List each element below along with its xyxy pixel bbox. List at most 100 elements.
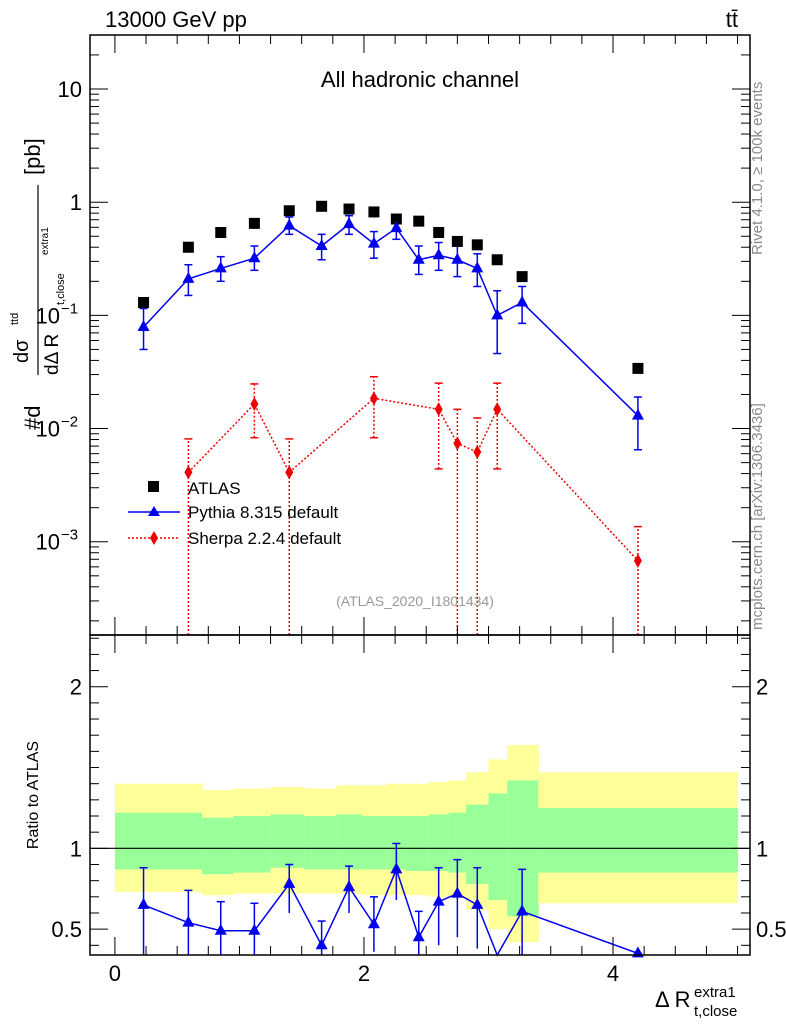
pythia-data-point — [412, 252, 425, 264]
y-tick-label-exponent: −2 — [61, 414, 78, 431]
sherpa-data-point — [285, 465, 294, 480]
ratio-ylabel: Ratio to ATLAS — [25, 741, 42, 849]
uncertainty-band-inner — [466, 804, 489, 884]
pythia-line — [142, 223, 639, 417]
y-tick-label: 10 — [36, 303, 60, 328]
pythia-data-point — [516, 295, 529, 307]
analysis-watermark: (ATLAS_2020_I1801434) — [336, 593, 494, 609]
ylabel-unit: [pb] — [20, 138, 45, 175]
sherpa-data-point — [369, 391, 378, 406]
ratio-pythia-point — [343, 880, 356, 892]
ylabel-denominator-sup: extra1 — [40, 227, 51, 255]
pythia-data-point — [214, 261, 227, 273]
ratio-pythia-point — [248, 923, 261, 935]
legend-sherpa-marker — [150, 531, 158, 545]
ratio-pythia-point — [516, 904, 529, 916]
panel-title: All hadronic channel — [321, 67, 519, 92]
legend-atlas-label: ATLAS — [188, 479, 241, 498]
ratio-pythia-point — [182, 915, 195, 927]
uncertainty-band-inner — [114, 812, 159, 870]
ratio-pythia-point — [451, 886, 464, 898]
legend-pythia-label: Pythia 8.315 default — [188, 503, 339, 522]
pythia-data-point — [315, 239, 328, 251]
sherpa-data-point — [493, 402, 502, 417]
xlabel-sup: extra1 — [694, 984, 736, 1001]
ratio-y-tick-label-left: 2 — [70, 675, 82, 700]
uncertainty-band-inner — [538, 807, 739, 873]
uncertainty-band-inner — [202, 817, 234, 875]
ylabel-numerator: dσ — [11, 339, 33, 363]
atlas-data-point — [491, 254, 503, 266]
uncertainty-band-inner — [158, 812, 203, 870]
ratio-pythia-point — [432, 894, 445, 906]
uncertainty-band-inner — [233, 816, 272, 873]
pythia-data-point — [343, 217, 356, 229]
ylabel-denominator: dΔ R — [42, 334, 63, 375]
atlas-data-point — [215, 226, 227, 238]
legend-atlas-marker — [148, 481, 159, 492]
ratio-pythia-point — [283, 876, 296, 888]
sherpa-data-point — [250, 396, 259, 411]
legend-pythia-marker — [148, 506, 160, 516]
pythia-data-point — [631, 408, 644, 420]
xlabel-sub: t,close — [694, 1003, 737, 1020]
atlas-data-point — [182, 241, 194, 253]
atlas-data-point — [368, 206, 380, 218]
atlas-data-point — [138, 296, 150, 308]
ylabel-denominator-sub: t,close — [55, 273, 67, 305]
atlas-data-point — [413, 215, 425, 227]
mcplots-source-text: mcplots.cern.ch [arXiv:1306.3436] — [749, 403, 766, 630]
ratio-pythia-point — [137, 897, 150, 909]
ylabel-prefix: #d — [20, 406, 45, 430]
legend-sherpa-label: Sherpa 2.2.4 default — [188, 529, 341, 548]
uncertainty-band-inner — [386, 816, 407, 870]
atlas-data-point — [390, 213, 402, 225]
legend-entry-sherpa: Sherpa 2.2.4 default — [128, 529, 341, 548]
y-tick-label: 10 — [58, 77, 82, 102]
legend-entry-pythia: Pythia 8.315 default — [128, 503, 339, 522]
pythia-data-point — [182, 271, 195, 283]
pythia-data-point — [491, 308, 504, 320]
y-tick-label-exponent: −3 — [61, 527, 78, 544]
main-ylabel: #d dσ ttd dΔ R t,close extra1 [pb] — [9, 138, 67, 430]
ratio-pythia-point — [315, 938, 328, 950]
uncertainty-band-inner — [488, 793, 508, 901]
process-label: tt̄ — [726, 7, 738, 32]
uncertainty-band-inner — [336, 814, 362, 870]
pythia-data-point — [137, 319, 150, 331]
uncertainty-band-inner — [448, 812, 467, 873]
pythia-data-point — [471, 261, 484, 273]
x-tick-label: 0 — [109, 961, 121, 986]
y-tick-label-exponent: −1 — [61, 300, 78, 317]
atlas-data-point — [451, 235, 463, 247]
x-tick-label: 2 — [358, 961, 370, 986]
ratio-pythia-point — [471, 897, 484, 909]
ratio-panel: 2 2 1 1 0.5 0.5 0 2 4 — [51, 634, 786, 986]
sherpa-line — [187, 397, 639, 562]
sherpa-data-point — [473, 445, 482, 460]
ratio-y-tick-label-right: 1 — [756, 836, 768, 861]
y-tick-label: 1 — [70, 190, 82, 215]
ratio-y-tick-label-left: 1 — [70, 836, 82, 861]
ratio-pythia-point — [412, 930, 425, 942]
ratio-pythia-point — [214, 923, 227, 935]
atlas-data-point — [516, 271, 528, 283]
atlas-data-point — [433, 226, 445, 238]
atlas-data-point — [283, 205, 295, 217]
atlas-data-point — [343, 203, 355, 215]
uncertainty-band-inner — [270, 814, 305, 868]
legend: ATLAS Pythia 8.315 default Sherpa 2.2.4 … — [128, 479, 341, 548]
pythia-data-point — [248, 251, 261, 263]
pythia-data-point — [390, 221, 403, 233]
ratio-y-tick-label-left: 0.5 — [51, 917, 82, 942]
atlas-data-point — [248, 217, 260, 229]
rivet-version-text: Rivet 4.1.0, ≥ 100k events — [749, 82, 766, 255]
y-tick-label: 10 — [36, 417, 60, 442]
uncertainty-band-inner — [406, 816, 430, 871]
pythia-data-point — [432, 248, 445, 260]
uncertainty-band-inner — [304, 816, 338, 870]
pythia-data-point — [283, 218, 296, 230]
sherpa-data-point — [633, 553, 642, 568]
